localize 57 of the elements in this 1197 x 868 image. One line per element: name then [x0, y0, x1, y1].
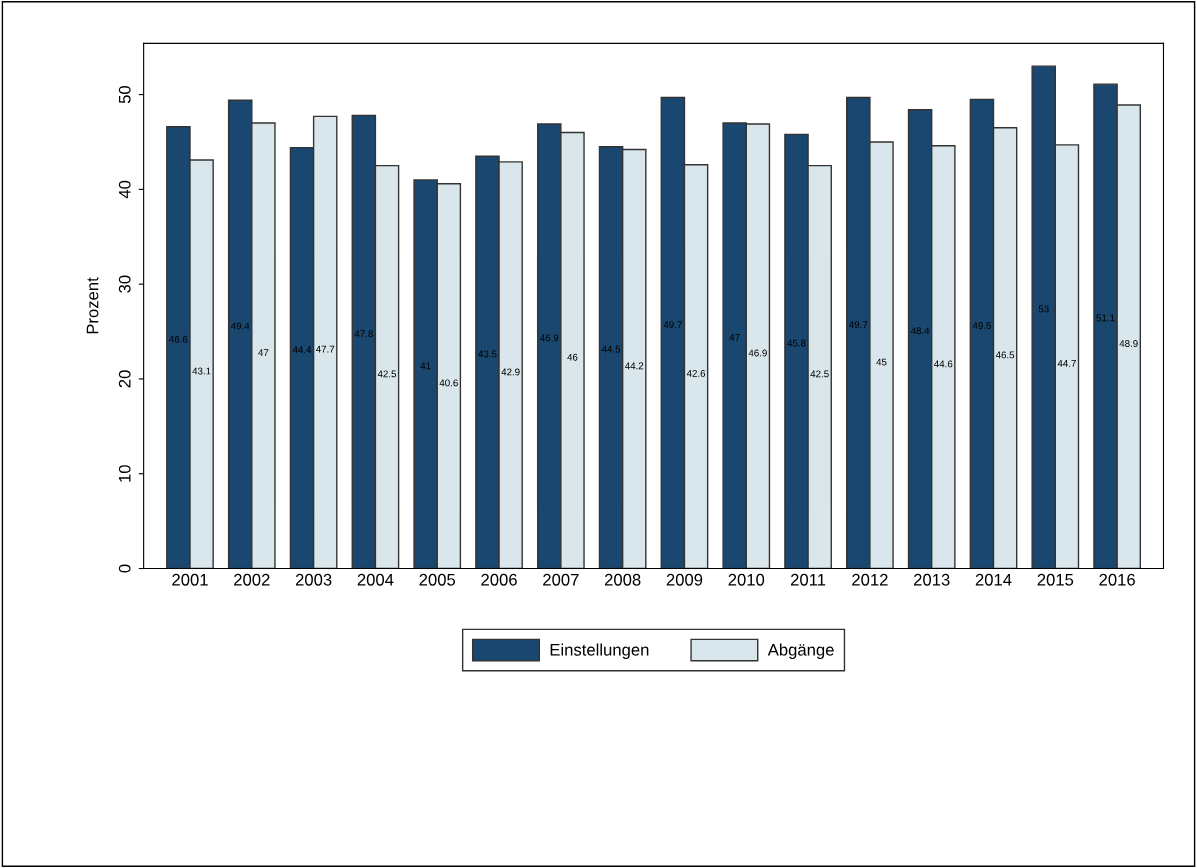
- y-tick-label: 0: [118, 564, 131, 573]
- data-label: 40.6: [439, 379, 458, 387]
- x-tick-label: 2010: [728, 573, 765, 586]
- data-label: 49.5: [972, 322, 991, 329]
- y-tick-label: 50: [118, 85, 131, 104]
- data-label: 42.5: [810, 370, 829, 378]
- data-label: 46.9: [748, 349, 767, 357]
- legend-label: Einstellungen: [550, 643, 649, 660]
- data-label: 44.7: [1057, 360, 1076, 367]
- data-label: 46.9: [540, 334, 559, 342]
- data-label: 46.5: [995, 351, 1015, 359]
- data-label: 47.7: [315, 345, 335, 353]
- y-axis-title: Prozent: [86, 277, 99, 334]
- data-label: 48.9: [1119, 340, 1138, 347]
- data-label: 44.2: [625, 362, 644, 370]
- x-tick-label: 2013: [914, 573, 950, 586]
- data-label: 45: [876, 358, 887, 366]
- data-label: 43.1: [192, 367, 211, 375]
- x-tick-label: 2014: [975, 573, 1012, 586]
- y-tick-label: 20: [118, 370, 131, 388]
- y-tick-label: 40: [118, 180, 131, 199]
- x-tick-label: 2008: [604, 573, 641, 586]
- x-tick-label: 2006: [481, 573, 517, 586]
- data-label: 44.5: [601, 345, 621, 353]
- legend-label: Abgänge: [767, 643, 834, 660]
- data-label: 48.4: [910, 327, 930, 335]
- data-label: 44.6: [934, 360, 953, 368]
- data-label: 47.8: [354, 330, 373, 338]
- data-label: 42.6: [686, 369, 706, 377]
- data-label: 49.4: [230, 322, 250, 330]
- x-tick-label: 2016: [1099, 573, 1135, 586]
- x-tick-label: 2005: [419, 573, 456, 586]
- x-tick-label: 2011: [791, 573, 826, 586]
- x-tick-label: 2004: [357, 573, 394, 586]
- data-label: 47: [258, 349, 269, 356]
- data-label: 51.1: [1096, 314, 1115, 322]
- y-tick-label: 10: [118, 465, 131, 482]
- data-label: 42.5: [377, 370, 397, 378]
- x-tick-label: 2015: [1037, 573, 1074, 586]
- data-label: 46: [567, 353, 578, 361]
- x-tick-label: 2002: [234, 573, 270, 586]
- data-label: 45.8: [787, 339, 806, 347]
- data-label: 41: [420, 362, 431, 370]
- data-label: 53: [1038, 305, 1049, 313]
- x-tick-label: 2001: [172, 573, 208, 586]
- x-tick-label: 2007: [543, 573, 579, 586]
- x-tick-label: 2012: [852, 573, 888, 586]
- data-label: 49.7: [849, 321, 868, 329]
- data-label: 49.7: [663, 321, 682, 329]
- y-tick-label: 30: [118, 275, 131, 293]
- data-label: 46.6: [169, 335, 188, 343]
- x-tick-label: 2003: [295, 573, 332, 586]
- data-label: 44.4: [292, 346, 312, 354]
- data-label: 47: [729, 334, 740, 341]
- x-tick-label: 2009: [666, 573, 703, 586]
- data-label: 42.9: [501, 368, 520, 376]
- data-label: 43.5: [478, 350, 497, 358]
